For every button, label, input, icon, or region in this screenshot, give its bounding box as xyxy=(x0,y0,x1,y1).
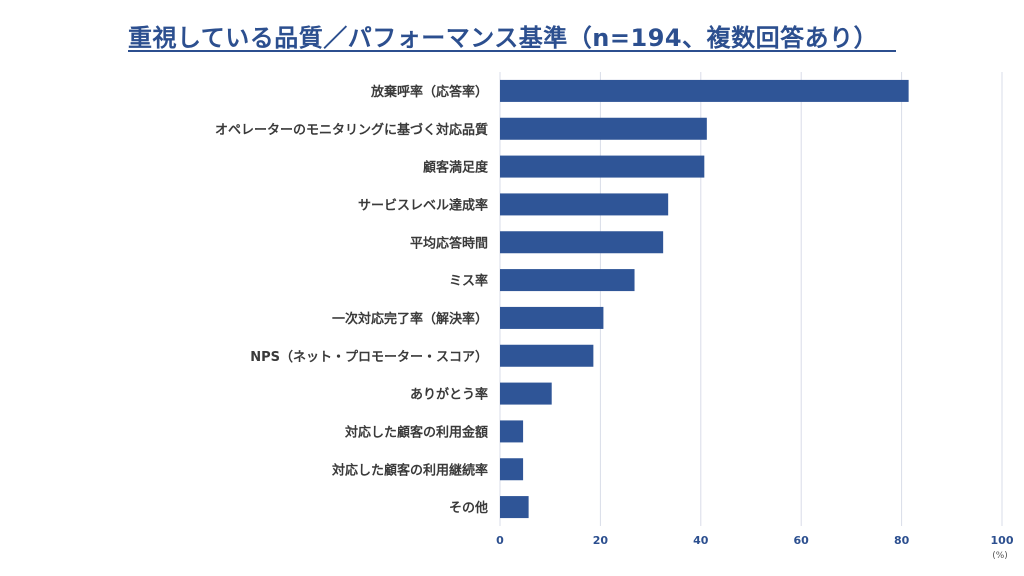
category-label-5: ミス率 xyxy=(449,273,488,289)
x-tick-label-2: 40 xyxy=(693,534,709,547)
x-unit-label: (%) xyxy=(992,551,1008,561)
x-tick-label-4: 80 xyxy=(894,534,910,547)
category-label-10: 対応した顧客の利用継続率 xyxy=(331,462,488,478)
bar-4 xyxy=(500,231,664,254)
bar-6 xyxy=(500,306,604,329)
bar-3 xyxy=(500,193,669,216)
bar-1 xyxy=(500,117,707,140)
category-label-11: その他 xyxy=(449,500,488,516)
category-label-8: ありがとう率 xyxy=(410,387,488,403)
x-tick-label-1: 20 xyxy=(593,534,609,547)
x-tick-label-0: 0 xyxy=(496,534,504,547)
category-label-9: 対応した顧客の利用金額 xyxy=(344,424,488,440)
x-tick-label-5: 100 xyxy=(991,534,1014,547)
category-label-4: 平均応答時間 xyxy=(410,235,488,251)
bar-8 xyxy=(500,382,552,405)
grid-lines xyxy=(499,72,1003,526)
category-label-1: オペレーターのモニタリングに基づく対応品質 xyxy=(215,122,488,138)
bar-10 xyxy=(500,458,524,481)
category-label-0: 放棄呼率（応答率） xyxy=(370,84,488,100)
category-label-7: NPS（ネット・プロモーター・スコア） xyxy=(250,349,488,365)
bar-9 xyxy=(500,420,524,443)
chart-title: 重視している品質／パフォーマンス基準（n=194、複数回答あり） xyxy=(128,24,879,52)
bars xyxy=(500,79,909,519)
category-label-2: 顧客満足度 xyxy=(423,160,489,176)
category-label-6: 一次対応完了率（解決率） xyxy=(332,311,488,327)
bar-11 xyxy=(500,496,529,519)
category-labels: 放棄呼率（応答率） オペレーターのモニタリングに基づく対応品質顧客満足度サービスレ… xyxy=(215,84,489,516)
x-tick-label-3: 60 xyxy=(794,534,810,547)
title-underline xyxy=(128,50,896,52)
bar-2 xyxy=(500,155,705,178)
bar-7 xyxy=(500,344,594,367)
category-label-3: サービスレベル達成率 xyxy=(358,197,488,213)
x-tick-labels: 0 20 40 60 80 100 xyxy=(496,534,1014,547)
bar-5 xyxy=(500,269,635,292)
bar-0 xyxy=(500,79,909,102)
